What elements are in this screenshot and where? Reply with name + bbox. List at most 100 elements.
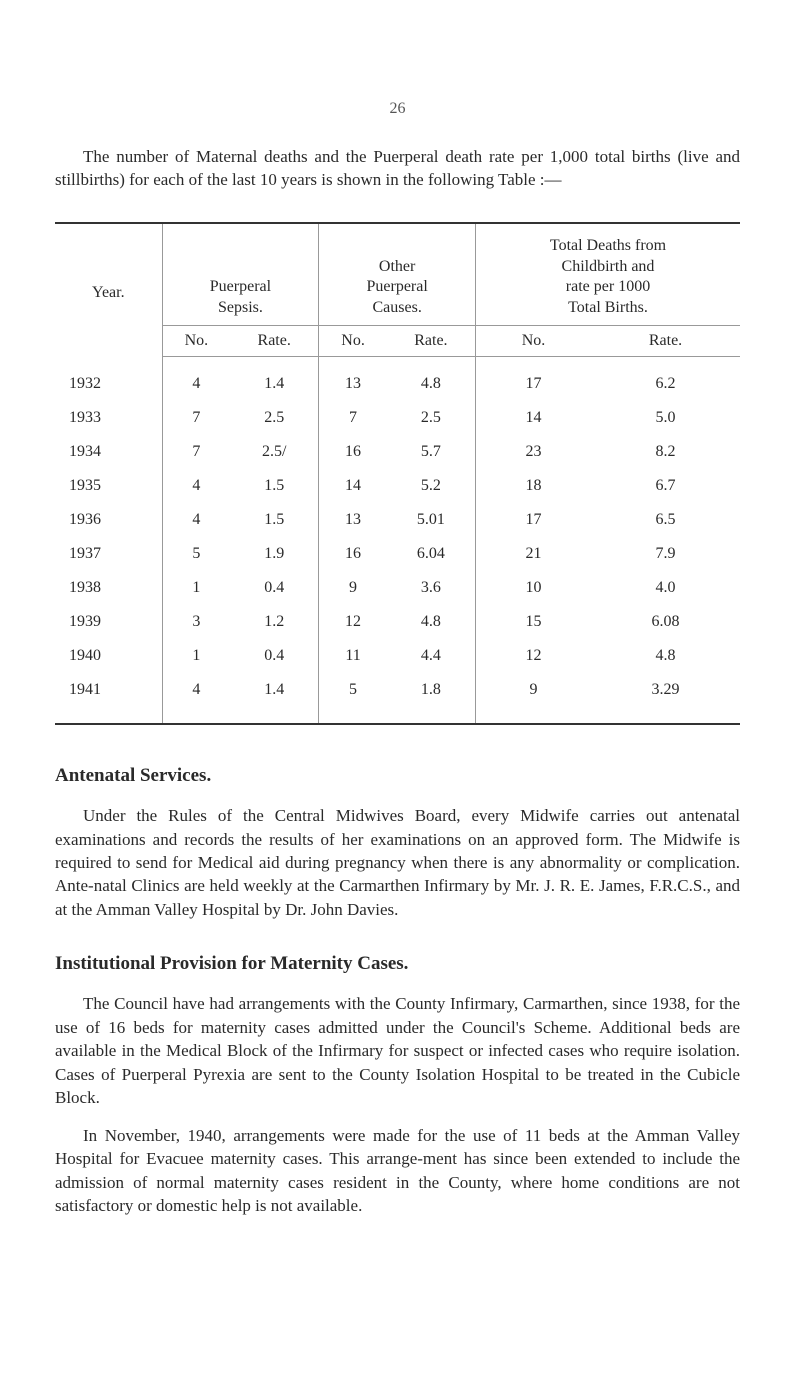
table-row: 193541.5145.2186.7: [55, 469, 740, 503]
cell-value: 14: [319, 469, 387, 503]
subhead-no: No.: [162, 326, 230, 357]
subhead-no: No.: [476, 326, 592, 357]
body-paragraph: In November, 1940, arrangements were mad…: [55, 1124, 740, 1218]
body-paragraph: Under the Rules of the Central Midwives …: [55, 804, 740, 921]
sections-container: Antenatal Services. Under the Rules of th…: [55, 765, 740, 1217]
table-body: 193241.4134.8176.2193372.572.5145.019347…: [55, 357, 740, 724]
text-section: Antenatal Services. Under the Rules of th…: [55, 765, 740, 921]
cell-value: 5.2: [387, 469, 476, 503]
cell-year: 1936: [55, 503, 162, 537]
cell-value: 12: [476, 639, 592, 673]
cell-value: 1: [162, 639, 230, 673]
cell-value: 6.5: [591, 503, 740, 537]
table-row: 193810.493.6104.0: [55, 571, 740, 605]
cell-value: 8.2: [591, 435, 740, 469]
cell-value: 1.2: [230, 605, 319, 639]
table-row: 194141.451.893.29: [55, 673, 740, 723]
cell-value: 5.0: [591, 401, 740, 435]
cell-value: 3.29: [591, 673, 740, 723]
section-heading: Antenatal Services.: [55, 765, 740, 787]
cell-value: 18: [476, 469, 592, 503]
subhead-rate: Rate.: [387, 326, 476, 357]
cell-value: 21: [476, 537, 592, 571]
cell-year: 1935: [55, 469, 162, 503]
cell-year: 1934: [55, 435, 162, 469]
cell-value: 15: [476, 605, 592, 639]
cell-value: 2.5: [387, 401, 476, 435]
cell-value: 1.9: [230, 537, 319, 571]
text-section: Institutional Provision for Maternity Ca…: [55, 953, 740, 1217]
cell-value: 6.2: [591, 357, 740, 402]
cell-year: 1940: [55, 639, 162, 673]
cell-value: 6.7: [591, 469, 740, 503]
cell-value: 6.08: [591, 605, 740, 639]
cell-value: 4: [162, 673, 230, 723]
cell-value: 4: [162, 357, 230, 402]
cell-value: 7: [319, 401, 387, 435]
cell-value: 5.7: [387, 435, 476, 469]
subhead-rate: Rate.: [591, 326, 740, 357]
cell-value: 3.6: [387, 571, 476, 605]
cell-value: 4.8: [387, 605, 476, 639]
table-row: 193641.5135.01176.5: [55, 503, 740, 537]
cell-value: 5: [319, 673, 387, 723]
cell-value: 0.4: [230, 639, 319, 673]
col-group-total: Total Deaths fromChildbirth andrate per …: [476, 224, 741, 326]
table-row: 193472.5/165.7238.2: [55, 435, 740, 469]
cell-value: 7: [162, 401, 230, 435]
subhead-rate: Rate.: [230, 326, 319, 357]
cell-value: 4.0: [591, 571, 740, 605]
table-row: 193751.9166.04217.9: [55, 537, 740, 571]
cell-value: 7.9: [591, 537, 740, 571]
cell-value: 9: [319, 571, 387, 605]
maternal-deaths-table: Year. PuerperalSepsis. OtherPuerperalCau…: [55, 222, 740, 725]
data-table: Year. PuerperalSepsis. OtherPuerperalCau…: [55, 224, 740, 723]
cell-year: 1939: [55, 605, 162, 639]
cell-value: 1.8: [387, 673, 476, 723]
cell-value: 5: [162, 537, 230, 571]
cell-value: 1.5: [230, 469, 319, 503]
body-paragraph: The Council have had arrangements with t…: [55, 992, 740, 1109]
page: 26 The number of Maternal deaths and the…: [0, 0, 800, 1297]
table-row: 193241.4134.8176.2: [55, 357, 740, 402]
cell-year: 1941: [55, 673, 162, 723]
cell-value: 4.8: [387, 357, 476, 402]
cell-value: 10: [476, 571, 592, 605]
cell-value: 11: [319, 639, 387, 673]
cell-value: 1.4: [230, 673, 319, 723]
cell-value: 0.4: [230, 571, 319, 605]
cell-value: 16: [319, 537, 387, 571]
col-year-header: Year.: [55, 224, 162, 357]
cell-value: 14: [476, 401, 592, 435]
cell-value: 3: [162, 605, 230, 639]
cell-value: 4.8: [591, 639, 740, 673]
cell-value: 7: [162, 435, 230, 469]
cell-value: 13: [319, 357, 387, 402]
cell-year: 1933: [55, 401, 162, 435]
cell-value: 13: [319, 503, 387, 537]
cell-value: 2.5: [230, 401, 319, 435]
table-row: 194010.4114.4124.8: [55, 639, 740, 673]
cell-year: 1938: [55, 571, 162, 605]
cell-value: 23: [476, 435, 592, 469]
cell-value: 4: [162, 469, 230, 503]
col-group-sepsis: PuerperalSepsis.: [162, 224, 319, 326]
cell-value: 9: [476, 673, 592, 723]
cell-value: 2.5/: [230, 435, 319, 469]
cell-value: 6.04: [387, 537, 476, 571]
section-heading: Institutional Provision for Maternity Ca…: [55, 953, 740, 975]
cell-value: 16: [319, 435, 387, 469]
cell-value: 17: [476, 357, 592, 402]
page-number: 26: [55, 100, 740, 118]
cell-value: 4: [162, 503, 230, 537]
cell-value: 1: [162, 571, 230, 605]
cell-year: 1937: [55, 537, 162, 571]
cell-value: 12: [319, 605, 387, 639]
cell-year: 1932: [55, 357, 162, 402]
cell-value: 4.4: [387, 639, 476, 673]
table-row: 193931.2124.8156.08: [55, 605, 740, 639]
col-group-other: OtherPuerperalCauses.: [319, 224, 476, 326]
intro-paragraph: The number of Maternal deaths and the Pu…: [55, 146, 740, 192]
cell-value: 5.01: [387, 503, 476, 537]
cell-value: 17: [476, 503, 592, 537]
